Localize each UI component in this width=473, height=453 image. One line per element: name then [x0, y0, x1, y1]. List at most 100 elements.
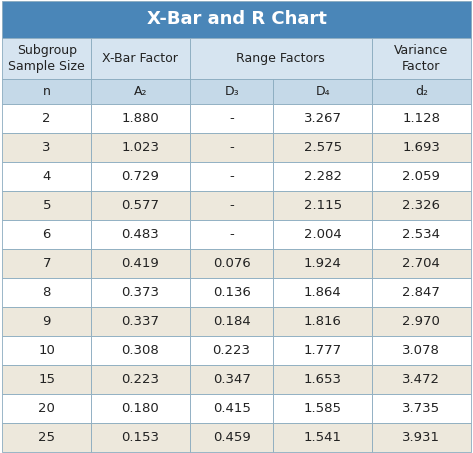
Bar	[273, 278, 372, 307]
Bar	[372, 307, 471, 336]
Text: 0.577: 0.577	[122, 199, 159, 212]
Text: 0.223: 0.223	[122, 373, 159, 386]
Text: 0.337: 0.337	[122, 315, 159, 328]
Bar	[2, 220, 91, 249]
Text: 2.115: 2.115	[304, 199, 342, 212]
Bar	[2, 365, 91, 394]
Bar	[2, 162, 91, 191]
Text: 8: 8	[43, 286, 51, 299]
Text: 0.180: 0.180	[122, 402, 159, 415]
Text: 0.308: 0.308	[122, 344, 159, 357]
Text: 2.059: 2.059	[403, 170, 440, 183]
Text: 1.128: 1.128	[403, 112, 440, 125]
Bar	[91, 104, 190, 133]
Text: Subgroup
Sample Size: Subgroup Sample Size	[9, 44, 85, 73]
Bar	[372, 365, 471, 394]
Text: 4: 4	[43, 170, 51, 183]
Bar	[190, 249, 273, 278]
Text: 6: 6	[43, 228, 51, 241]
Text: 2.534: 2.534	[403, 228, 440, 241]
Bar	[372, 278, 471, 307]
Bar	[2, 249, 91, 278]
Text: 1.653: 1.653	[304, 373, 342, 386]
Bar	[91, 307, 190, 336]
Bar	[91, 220, 190, 249]
Bar	[190, 307, 273, 336]
Bar	[190, 38, 372, 79]
Text: 0.347: 0.347	[213, 373, 251, 386]
Text: 2.704: 2.704	[403, 257, 440, 270]
Bar	[190, 162, 273, 191]
Bar	[190, 423, 273, 452]
Text: -: -	[229, 228, 234, 241]
Text: 0.483: 0.483	[122, 228, 159, 241]
Bar	[273, 104, 372, 133]
Text: 2: 2	[43, 112, 51, 125]
Text: -: -	[229, 112, 234, 125]
Bar	[273, 307, 372, 336]
Bar	[2, 133, 91, 162]
Text: n: n	[43, 85, 51, 98]
Text: 15: 15	[38, 373, 55, 386]
Bar	[2, 191, 91, 220]
Bar	[372, 191, 471, 220]
Text: Range Factors: Range Factors	[236, 52, 325, 65]
Text: 2.326: 2.326	[403, 199, 440, 212]
Bar	[190, 133, 273, 162]
Bar	[372, 394, 471, 423]
Text: 3.267: 3.267	[304, 112, 342, 125]
Bar	[91, 79, 190, 104]
Text: 1.864: 1.864	[304, 286, 342, 299]
Bar	[273, 79, 372, 104]
Bar	[372, 79, 471, 104]
Bar	[372, 423, 471, 452]
Text: 5: 5	[43, 199, 51, 212]
Bar	[273, 133, 372, 162]
Text: 3: 3	[43, 141, 51, 154]
Text: 7: 7	[43, 257, 51, 270]
Text: X-Bar Factor: X-Bar Factor	[103, 52, 178, 65]
Text: 0.415: 0.415	[213, 402, 251, 415]
Text: 0.076: 0.076	[213, 257, 250, 270]
Bar	[190, 191, 273, 220]
Bar	[190, 220, 273, 249]
Bar	[190, 79, 273, 104]
Bar	[91, 191, 190, 220]
Text: 0.153: 0.153	[122, 431, 159, 444]
Bar	[2, 104, 91, 133]
Text: 0.419: 0.419	[122, 257, 159, 270]
Text: 1.693: 1.693	[403, 141, 440, 154]
Text: 2.282: 2.282	[304, 170, 342, 183]
Text: 0.136: 0.136	[213, 286, 251, 299]
Bar	[2, 423, 91, 452]
Text: 9: 9	[43, 315, 51, 328]
Text: 2.847: 2.847	[403, 286, 440, 299]
Bar	[273, 394, 372, 423]
Text: 0.459: 0.459	[213, 431, 250, 444]
Text: X-Bar and R Chart: X-Bar and R Chart	[147, 10, 326, 29]
Bar	[190, 394, 273, 423]
Bar	[273, 162, 372, 191]
Bar	[91, 423, 190, 452]
Bar	[2, 278, 91, 307]
Text: 3.931: 3.931	[403, 431, 440, 444]
Bar	[273, 220, 372, 249]
Bar	[91, 162, 190, 191]
Bar	[372, 249, 471, 278]
Text: 1.777: 1.777	[304, 344, 342, 357]
Text: -: -	[229, 170, 234, 183]
Text: 1.023: 1.023	[122, 141, 159, 154]
Text: 1.585: 1.585	[304, 402, 342, 415]
Bar	[91, 133, 190, 162]
Bar	[91, 394, 190, 423]
Bar	[91, 365, 190, 394]
Bar	[372, 220, 471, 249]
Bar	[372, 133, 471, 162]
Text: -: -	[229, 199, 234, 212]
Text: 10: 10	[38, 344, 55, 357]
Text: Variance
Factor: Variance Factor	[394, 44, 448, 73]
Text: 3.735: 3.735	[402, 402, 440, 415]
Text: 25: 25	[38, 431, 55, 444]
Bar	[91, 278, 190, 307]
Bar	[2, 79, 91, 104]
